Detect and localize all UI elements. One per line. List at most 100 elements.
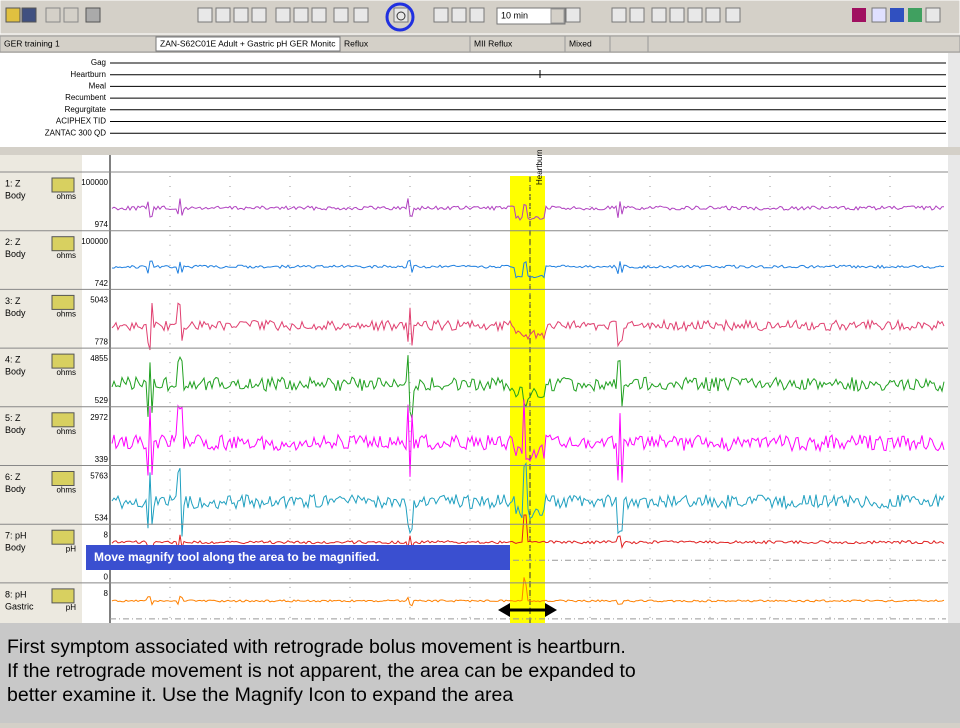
tool-button[interactable] (353, 7, 369, 23)
protocol-dropdown[interactable] (155, 36, 341, 52)
scale-top: 8 (104, 589, 109, 598)
scrollbar[interactable] (948, 53, 960, 147)
tool-button[interactable] (451, 7, 467, 23)
trace (111, 577, 945, 607)
tool-button[interactable] (233, 7, 249, 23)
scrollbar[interactable] (948, 155, 960, 623)
scale-bottom: 534 (95, 514, 109, 523)
channel-icon[interactable] (51, 588, 75, 604)
tool-button[interactable] (293, 7, 309, 23)
nav-button[interactable] (725, 7, 741, 23)
nav-button[interactable] (629, 7, 645, 23)
tool-button[interactable] (311, 7, 327, 23)
caption-line: First symptom associated with retrograde… (7, 636, 626, 658)
nav-button[interactable] (669, 7, 685, 23)
trace (111, 355, 945, 419)
highlight-circle (385, 2, 415, 32)
tool-button[interactable] (565, 7, 581, 23)
tool-button[interactable] (251, 7, 267, 23)
scale-bottom: 339 (95, 455, 109, 464)
nav-button[interactable] (611, 7, 627, 23)
info-field: ZAN-S62C01E Adult + Gastric pH GER Monit… (160, 38, 336, 48)
scale-bottom: 529 (95, 396, 109, 405)
interval-dropdown[interactable] (496, 7, 566, 25)
event-panel (0, 53, 948, 147)
event-label: Gag (91, 58, 106, 67)
event-label: Recumbent (65, 93, 107, 102)
print-button[interactable] (85, 7, 101, 23)
channel-site: Body (5, 543, 26, 553)
tool-button[interactable] (197, 7, 213, 23)
tool-button[interactable] (469, 7, 485, 23)
channel-icon[interactable] (51, 177, 75, 193)
magnify-icon (396, 11, 406, 21)
channel-label: 1: Z (5, 178, 21, 188)
report-button[interactable] (871, 7, 887, 23)
dropdown-arrow[interactable] (550, 8, 565, 24)
channel-icon[interactable] (51, 236, 75, 252)
channel-icon[interactable] (51, 353, 75, 369)
info-field: MII Reflux (474, 38, 513, 48)
nav-button[interactable] (651, 7, 667, 23)
channel-unit: pH (66, 544, 76, 553)
scale-top: 5043 (90, 296, 108, 305)
tool-button[interactable] (333, 7, 349, 23)
tool-button[interactable] (215, 7, 231, 23)
channel-icon[interactable] (51, 412, 75, 428)
event-label: Meal (89, 82, 107, 91)
scale-top: 2972 (90, 413, 108, 422)
save-button[interactable] (21, 7, 37, 23)
redo-button[interactable] (63, 7, 79, 23)
event-label: Regurgitate (65, 105, 107, 114)
report-button[interactable] (925, 7, 941, 23)
nav-button[interactable] (687, 7, 703, 23)
channel-site: Gastric (5, 601, 34, 611)
tooltip-box (86, 545, 510, 570)
channel-label: 8: pH (5, 589, 27, 599)
event-label: Heartburn (70, 70, 106, 79)
channel-icon[interactable] (51, 294, 75, 310)
channel-site: Body (5, 308, 26, 318)
undo-button[interactable] (45, 7, 61, 23)
channel-label: 4: Z (5, 354, 21, 364)
trace (111, 461, 945, 537)
caption-box (0, 623, 960, 723)
scale-top: 100000 (81, 237, 108, 246)
range-arrow (498, 603, 557, 617)
channel-unit: pH (66, 603, 76, 612)
channel-label: 2: Z (5, 237, 21, 247)
open-button[interactable] (5, 7, 21, 23)
nav-button[interactable] (705, 7, 721, 23)
report-button[interactable] (908, 8, 922, 22)
trace (111, 302, 945, 351)
channel-icon[interactable] (51, 471, 75, 486)
report-button[interactable] (890, 8, 904, 22)
trace (111, 198, 945, 221)
channel-unit: ohms (56, 310, 76, 319)
channel-unit: ohms (56, 486, 76, 495)
channel-site: Body (5, 249, 26, 259)
channel-site: Body (5, 366, 26, 376)
channel-site: Body (5, 484, 26, 494)
channel-site: Body (5, 190, 26, 200)
channel-label-panel (0, 155, 82, 623)
channel-label: 7: pH (5, 531, 27, 541)
scale-top: 100000 (81, 178, 108, 187)
channel-site: Body (5, 425, 26, 435)
channel-icon[interactable] (51, 529, 75, 545)
scale-bottom: 742 (95, 279, 109, 288)
scale-top: 8 (104, 530, 109, 539)
scale-bottom: 974 (95, 220, 109, 229)
scale-bottom: 0 (104, 572, 109, 581)
tool-button[interactable] (275, 7, 291, 23)
info-field: Reflux (344, 38, 369, 48)
channel-label: 5: Z (5, 413, 21, 423)
info-bar (0, 35, 960, 53)
channel-unit: ohms (56, 192, 76, 201)
marker-label: Heartburn (535, 149, 544, 185)
tool-button[interactable] (433, 7, 449, 23)
channel-unit: ohms (56, 251, 76, 260)
interval-value: 10 min (501, 10, 528, 20)
report-button[interactable] (852, 8, 866, 22)
